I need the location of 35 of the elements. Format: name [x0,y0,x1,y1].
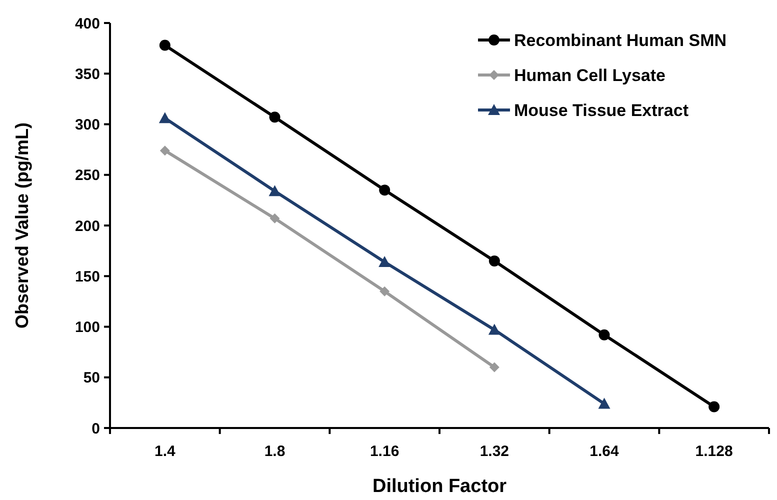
y-tick-label: 100 [74,319,100,336]
y-tick-label: 0 [92,420,100,438]
point [269,112,280,123]
y-axis-title: Observed Value (pg/mL) [12,122,32,329]
point [489,362,500,372]
x-axis-title: Dilution Factor [372,476,508,497]
point [270,213,280,224]
legend-label: Human Cell Lysate [514,66,666,85]
point [159,40,170,51]
point [380,286,390,296]
point [598,329,610,340]
y-tick-label: 250 [74,167,100,184]
point [488,324,500,335]
y-tick-label: 350 [74,66,100,83]
x-tick-label: 1.4 [154,443,176,460]
x-tick-label: 1.8 [264,443,286,460]
point [488,255,500,266]
y-tick-label: 400 [74,15,100,32]
point [378,256,391,267]
legend-label: Mouse Tissue Extract [514,100,689,120]
point [158,112,171,124]
y-tick-label: 200 [74,218,100,235]
x-tick-label: 1.16 [370,443,400,460]
point [268,185,281,196]
y-tick-label: 150 [74,268,100,286]
point [598,398,610,409]
x-tick-label: 1.32 [480,443,510,460]
point [160,146,170,156]
point [708,401,720,412]
point [379,184,390,196]
legend-label: Recombinant Human SMN [514,30,727,50]
y-tick-label: 300 [74,116,100,134]
x-tick-label: 1.128 [695,443,733,460]
y-tick-label: 50 [83,370,100,387]
x-tick-label: 1.64 [590,443,620,460]
